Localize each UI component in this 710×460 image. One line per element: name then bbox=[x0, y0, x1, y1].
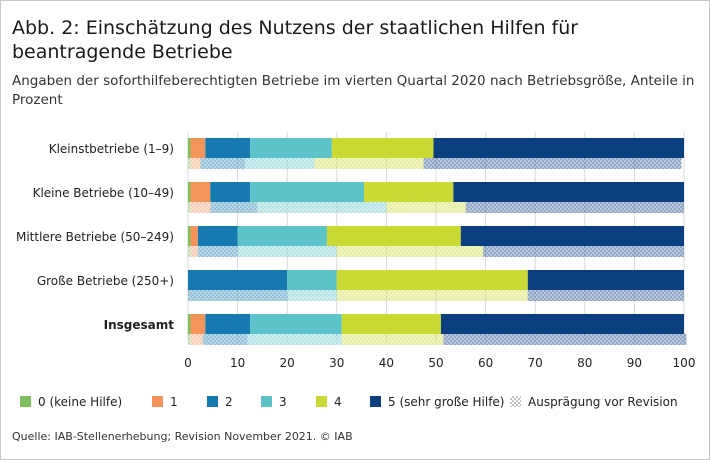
pre-revision-pattern bbox=[336, 290, 528, 301]
legend: 0 (keine Hilfe) 1 2 3 4 5 (sehr große Hilfe) A… bbox=[20, 395, 678, 409]
legend-label: 3 bbox=[279, 395, 287, 409]
legend-swatch bbox=[261, 396, 272, 407]
x-tick-label: 90 bbox=[627, 356, 642, 370]
chart-subtitle: Angaben der soforthilfeberechtigten Betr… bbox=[12, 73, 695, 108]
bar-segment bbox=[190, 226, 198, 246]
pre-revision-pattern bbox=[287, 290, 337, 301]
bar-segment bbox=[453, 182, 684, 202]
pre-revision-pattern bbox=[190, 334, 203, 345]
bar-segment bbox=[237, 226, 327, 246]
bar-segment bbox=[188, 226, 191, 246]
chart: Kleinstbetriebe (1–9) Kleine Betriebe (10… bbox=[16, 132, 695, 409]
x-tick-label: 10 bbox=[230, 356, 245, 370]
pre-revision-pattern bbox=[245, 158, 315, 169]
pre-revision-pattern bbox=[527, 290, 684, 301]
x-tick-label: 40 bbox=[379, 356, 394, 370]
bar-segment bbox=[433, 138, 684, 158]
x-tick-label: 0 bbox=[184, 356, 192, 370]
bar-segment bbox=[197, 226, 238, 246]
bar-segment bbox=[440, 314, 684, 334]
category-labels: Kleinstbetriebe (1–9) Kleine Betriebe (10… bbox=[16, 142, 174, 332]
legend-swatch bbox=[207, 396, 218, 407]
bar-segment bbox=[188, 138, 191, 158]
pre-revision-pattern bbox=[210, 202, 258, 213]
pre-revision-pattern bbox=[190, 158, 201, 169]
bar-segment bbox=[341, 314, 441, 334]
pre-revision-pattern bbox=[200, 158, 246, 169]
x-tick-label: 60 bbox=[478, 356, 493, 370]
bars bbox=[188, 138, 687, 345]
bar-segment bbox=[250, 182, 365, 202]
legend-label-pre-revision: Ausprägung vor Revision bbox=[528, 395, 678, 409]
bar-segment bbox=[190, 314, 206, 334]
x-tick-label: 50 bbox=[428, 356, 443, 370]
legend-swatch bbox=[20, 396, 31, 407]
x-tick-label: 100 bbox=[673, 356, 696, 370]
pre-revision-pattern bbox=[197, 246, 238, 257]
legend-label: 1 bbox=[170, 395, 178, 409]
pre-revision-pattern bbox=[188, 334, 191, 345]
bar-segment bbox=[527, 270, 684, 290]
legend-label: 2 bbox=[225, 395, 233, 409]
legend-swatch bbox=[370, 396, 381, 407]
bar-segment bbox=[336, 270, 528, 290]
legend-label: 4 bbox=[334, 395, 342, 409]
pre-revision-pattern bbox=[257, 202, 387, 213]
bar-segment bbox=[205, 314, 250, 334]
bar-segment bbox=[460, 226, 684, 246]
pre-revision-pattern bbox=[465, 202, 684, 213]
x-tick-label: 80 bbox=[577, 356, 592, 370]
pre-revision-pattern bbox=[336, 246, 484, 257]
legend-swatch-pre-revision bbox=[510, 396, 521, 407]
pre-revision-pattern bbox=[314, 158, 424, 169]
source-note: Quelle: IAB-Stellenerhebung; Revision No… bbox=[12, 430, 353, 443]
bar-segment bbox=[188, 182, 191, 202]
pre-revision-pattern bbox=[423, 158, 682, 169]
bar-segment bbox=[188, 314, 191, 334]
legend-swatch bbox=[152, 396, 163, 407]
pre-revision-pattern bbox=[188, 202, 191, 213]
legend-label: 0 (keine Hilfe) bbox=[38, 395, 122, 409]
category-label: Kleinstbetriebe (1–9) bbox=[49, 142, 174, 156]
legend-label: 5 (sehr große Hilfe) bbox=[388, 395, 504, 409]
pre-revision-pattern bbox=[247, 334, 342, 345]
pre-revision-pattern bbox=[483, 246, 684, 257]
bar-segment bbox=[331, 138, 434, 158]
x-tick-label: 30 bbox=[329, 356, 344, 370]
pre-revision-pattern bbox=[188, 290, 288, 301]
bar-segment bbox=[287, 270, 337, 290]
pre-revision-pattern bbox=[202, 334, 248, 345]
category-label: Große Betriebe (250+) bbox=[37, 274, 174, 288]
pre-revision-pattern bbox=[443, 334, 687, 345]
bar-segment bbox=[188, 270, 288, 290]
pre-revision-pattern bbox=[190, 246, 198, 257]
bar-segment bbox=[326, 226, 461, 246]
pre-revision-pattern bbox=[188, 158, 191, 169]
category-label: Insgesamt bbox=[104, 318, 175, 332]
category-label: Mittlere Betriebe (50–249) bbox=[16, 230, 174, 244]
bar-segment bbox=[210, 182, 250, 202]
bar-segment bbox=[250, 314, 342, 334]
x-tick-label: 20 bbox=[280, 356, 295, 370]
category-label: Kleine Betriebe (10–49) bbox=[33, 186, 174, 200]
x-axis: 0 10 20 30 40 50 60 70 80 90 100 bbox=[184, 356, 695, 370]
pre-revision-pattern bbox=[341, 334, 444, 345]
chart-title: Abb. 2: Einschätzung des Nutzens der sta… bbox=[12, 17, 579, 63]
pre-revision-pattern bbox=[386, 202, 466, 213]
bar-segment bbox=[205, 138, 250, 158]
legend-swatch bbox=[316, 396, 327, 407]
bar-segment bbox=[190, 182, 211, 202]
pre-revision-pattern bbox=[188, 246, 191, 257]
bar-segment bbox=[364, 182, 454, 202]
pre-revision-pattern bbox=[237, 246, 337, 257]
bar-segment bbox=[250, 138, 332, 158]
x-tick-label: 70 bbox=[528, 356, 543, 370]
bar-segment bbox=[190, 138, 206, 158]
pre-revision-pattern bbox=[190, 202, 211, 213]
